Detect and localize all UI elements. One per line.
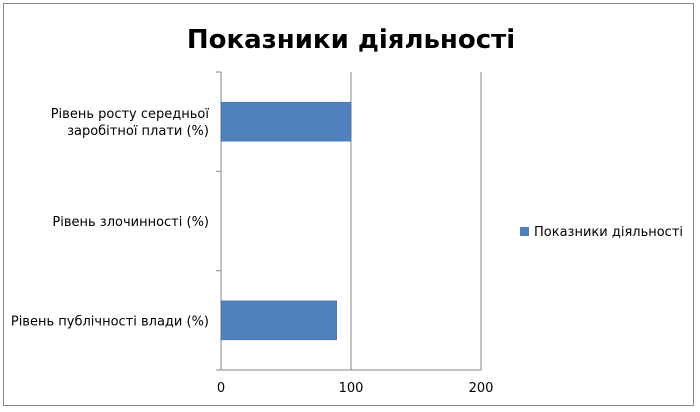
- legend-swatch: [520, 227, 529, 236]
- x-tick-label-200: 200: [469, 381, 494, 396]
- chart-frame: Показники діяльності 0 100 200 Рівень публі…: [3, 3, 694, 406]
- category-label-3: заробітної плати (%): [67, 124, 209, 139]
- bar-1: [220, 300, 337, 341]
- bar-3: [220, 101, 352, 142]
- x-tick-label-100: 100: [339, 381, 364, 396]
- category-label-1: Рівень публічності влади (%): [11, 314, 209, 329]
- chart-title: Показники діяльності: [187, 25, 515, 55]
- legend-label: Показники діяльності: [534, 225, 683, 240]
- category-label-3: Рівень росту середньої: [51, 107, 210, 122]
- legend: Показники діяльності: [520, 225, 683, 240]
- category-label-2: Рівень злочинності (%): [52, 215, 209, 230]
- plot-area: 0 100 200 Рівень публічності влади (%) Рівен…: [11, 71, 494, 396]
- x-tick-label-0: 0: [217, 381, 225, 396]
- chart-svg: Показники діяльності 0 100 200 Рівень публі…: [11, 25, 683, 396]
